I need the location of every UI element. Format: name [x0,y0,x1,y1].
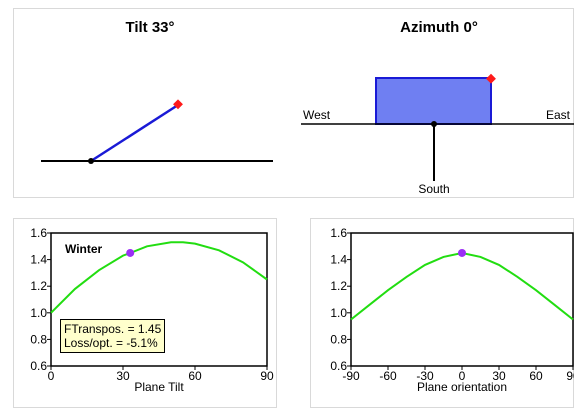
x-tick-label: -90 [342,369,360,383]
tilt-chart: 0.6 0.8 1.0 1.2 1.4 1.6 0 30 60 90 Plane Tilt Winte… [30,226,274,394]
tilt-pivot-point [88,158,94,164]
x-tick-label: 30 [492,369,506,383]
y-tick-label: 1.4 [330,253,347,267]
y-tick-label: 1.6 [30,226,47,240]
azimuth-title: Azimuth 0° [400,19,478,36]
x-tick-label: 0 [459,369,466,383]
transposition-curve [50,241,268,314]
x-axis-label: Plane orientation [417,380,507,394]
x-tick-label: -30 [416,369,434,383]
current-point-marker [126,248,135,257]
season-label: Winter [65,242,103,256]
tilt-drag-handle[interactable] [173,99,183,110]
east-label: East [546,108,571,122]
orientation-chart-panel: 0.6 0.8 1.0 1.2 1.4 1.6 -90 -60 -30 0 30 60 90 Plane … [310,218,574,408]
y-tick-label: 1.0 [30,306,47,320]
transposition-info-box: FTranspos. = 1.45 Loss/opt. = -5.1% [60,319,166,353]
transposition-factor-text: FTranspos. = 1.45 [64,322,162,336]
x-tick-label: 60 [188,369,202,383]
x-tick-label: 0 [48,369,55,383]
y-tick-label: 1.2 [30,279,47,293]
azimuth-pivot-point [431,121,437,127]
y-tick-label: 1.6 [330,226,347,240]
x-tick-label: 90 [260,369,274,383]
west-label: West [303,108,331,122]
y-tick-label: 1.0 [330,306,347,320]
x-tick-label: -60 [379,369,397,383]
tilt-title: Tilt 33° [125,19,174,36]
loss-vs-optimum-text: Loss/opt. = -5.1% [64,336,158,350]
x-tick-label: 60 [529,369,543,383]
orientation-diagrams: Tilt 33° Azimuth 0° West East South [41,19,574,196]
tilt-chart-panel: 0.6 0.8 1.0 1.2 1.4 1.6 0 30 60 90 Plane Tilt Winte… [13,218,277,408]
azimuth-plane-rect[interactable] [375,77,492,125]
south-label: South [418,182,449,196]
y-tick-label: 0.6 [30,359,47,373]
y-tick-label: 0.6 [330,359,347,373]
x-tick-label: 90 [566,369,574,383]
y-tick-label: 0.8 [330,332,347,346]
y-tick-label: 1.2 [330,279,347,293]
orientation-chart: 0.6 0.8 1.0 1.2 1.4 1.6 -90 -60 -30 0 30 60 90 Plane … [330,226,574,394]
current-point-marker [458,248,466,257]
x-tick-label: 30 [116,369,130,383]
tilt-plane-line[interactable] [90,103,179,163]
y-tick-label: 1.4 [30,253,47,267]
orientation-diagrams-panel: Tilt 33° Azimuth 0° West East South [13,8,574,198]
x-axis-label: Plane Tilt [134,380,184,394]
y-tick-label: 0.8 [30,332,47,346]
